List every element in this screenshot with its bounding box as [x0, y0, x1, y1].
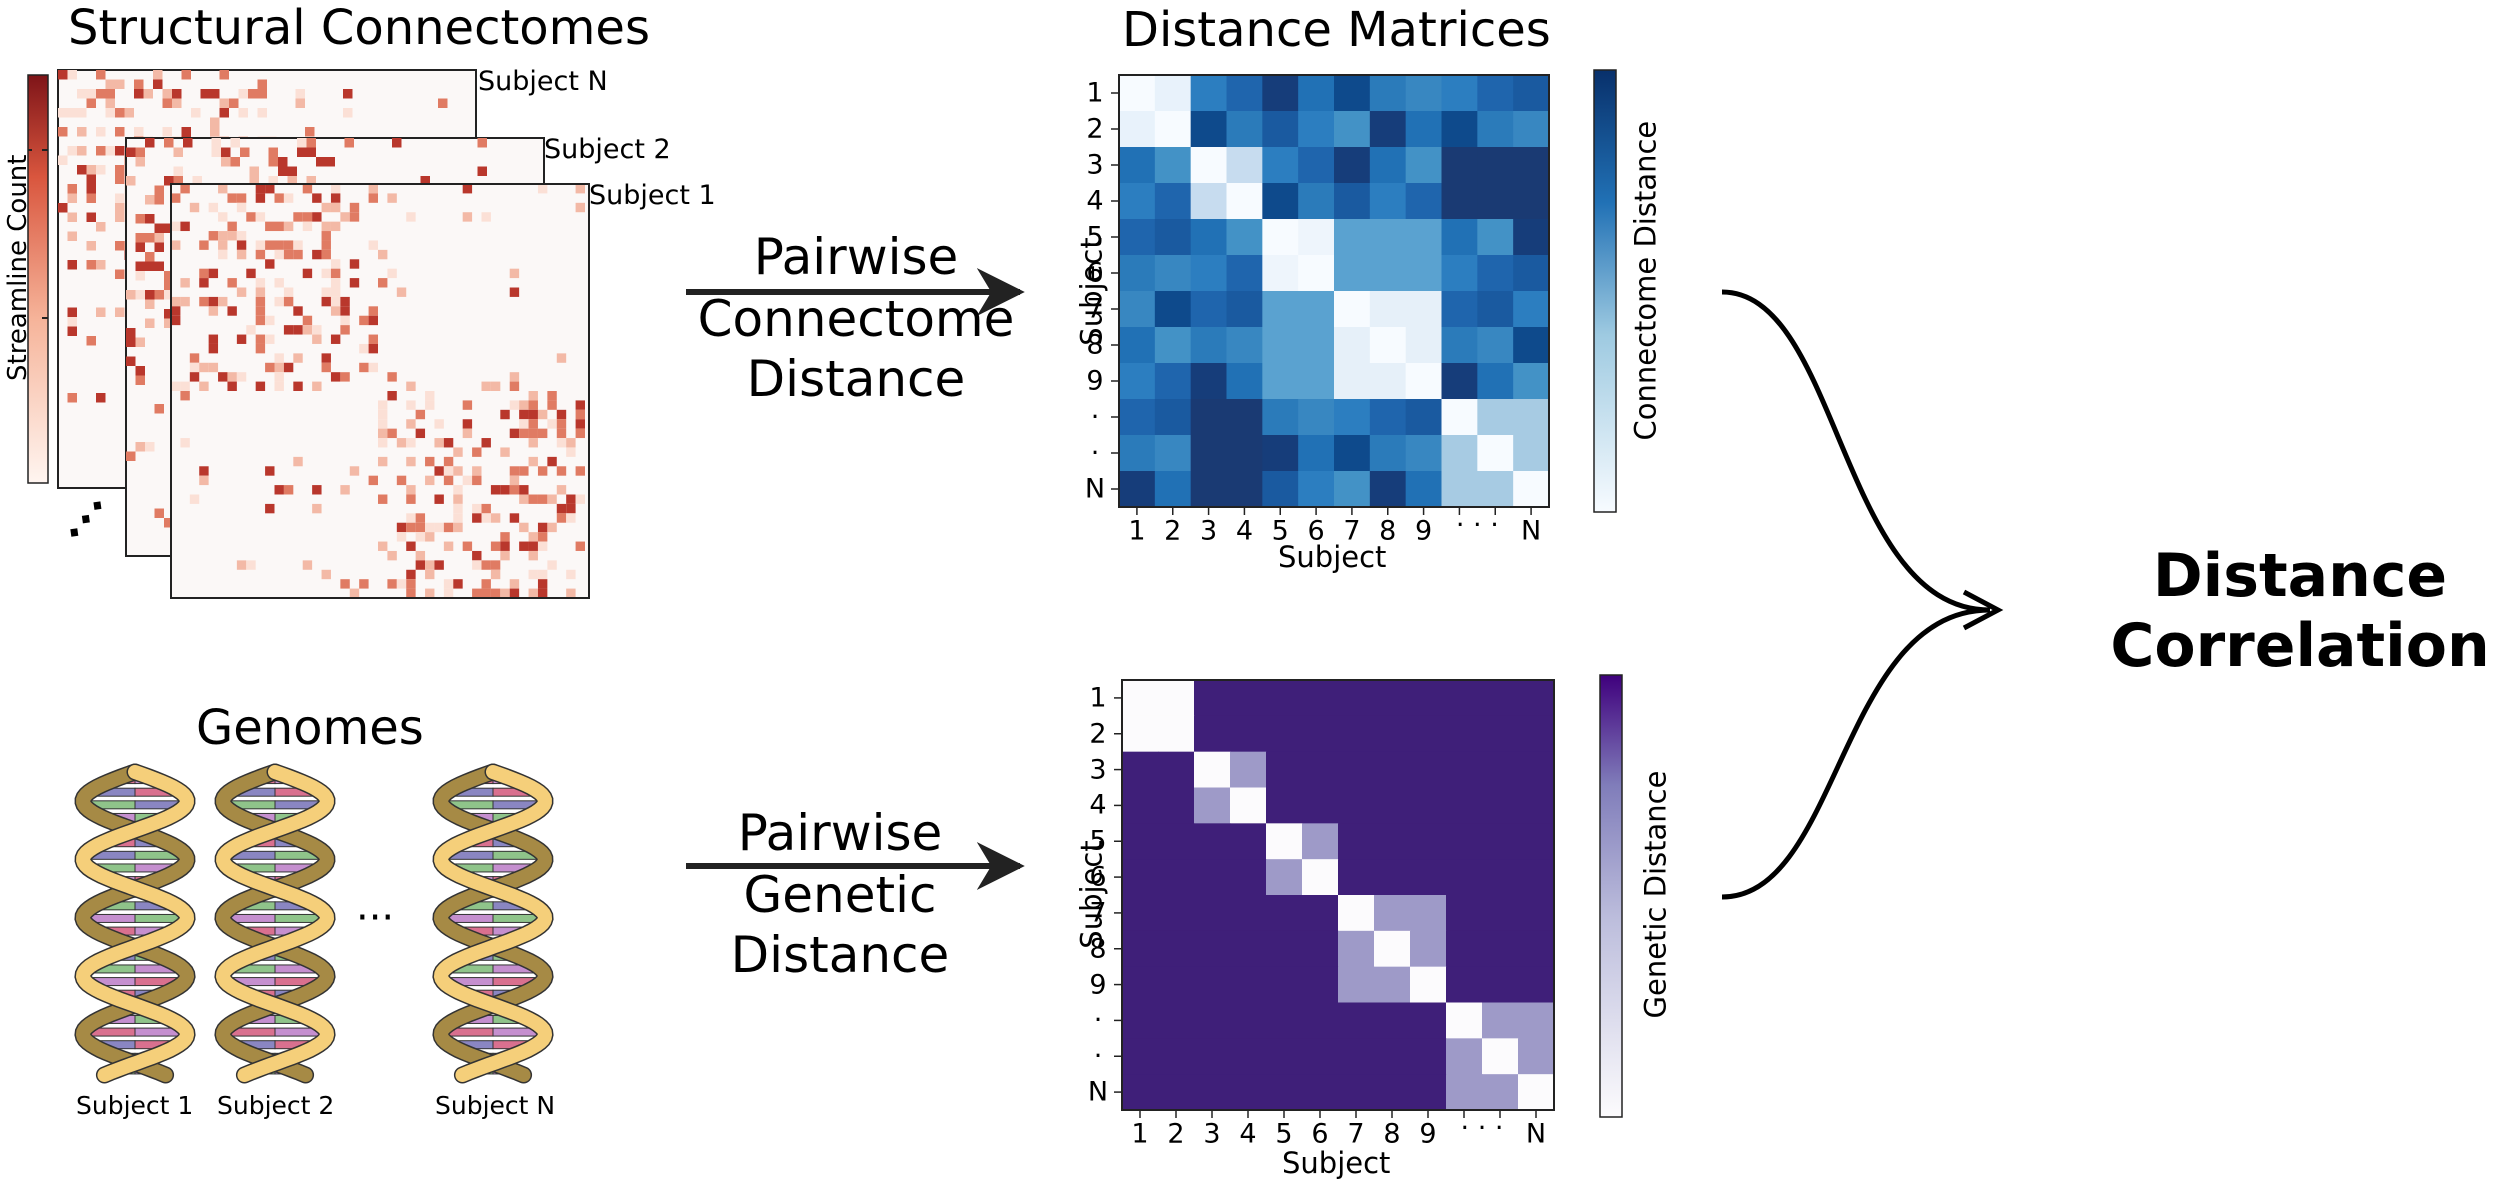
- genome-label-subject-1: Subject 1: [76, 1091, 194, 1120]
- connectome-y-tick: 3: [1086, 149, 1104, 181]
- connectome-x-tick: 8: [1379, 515, 1397, 547]
- genetic-y-tick: 4: [1089, 789, 1107, 821]
- connectome-x-tick: · · ·: [1455, 509, 1499, 541]
- genetic-y-tick: 6: [1089, 861, 1107, 893]
- connectome-x-tick: 9: [1414, 515, 1433, 547]
- genetic-colorbar-label: Genetic Distance: [1638, 770, 1673, 1019]
- connectome-distance-matrix: [1119, 75, 1550, 508]
- connectome-y-tick: ·: [1090, 437, 1100, 469]
- bottom-arrow-label-1: Pairwise: [737, 804, 943, 862]
- genetic-y-tick: 7: [1089, 897, 1107, 929]
- genetic-distance-colorbar: [1599, 674, 1623, 1118]
- genetic-x-tick: · · ·: [1460, 1112, 1504, 1144]
- genetic-x-tick: 1: [1131, 1118, 1149, 1150]
- upper-merge-curve: [1721, 289, 1991, 613]
- top-arrow-label-3: Distance: [746, 350, 966, 408]
- genetic-x-tick: N: [1525, 1118, 1547, 1150]
- connectome-y-tick: N: [1084, 473, 1106, 505]
- genetic-y-tick: ·: [1093, 1004, 1103, 1036]
- connectome-y-tick: 2: [1086, 113, 1104, 145]
- genetic-x-tick: 5: [1275, 1118, 1293, 1150]
- connectome-y-tick: 1: [1086, 77, 1104, 109]
- connectome-y-tick: 5: [1086, 221, 1104, 253]
- genome-label-subject-n: Subject N: [435, 1091, 556, 1120]
- lower-merge-curve: [1721, 607, 1991, 900]
- connectome-y-tick: 8: [1086, 329, 1104, 361]
- genetic-y-tick: 2: [1089, 718, 1107, 750]
- result-label-1: Distance: [2152, 541, 2448, 611]
- matrices-title: Distance Matrices: [1122, 2, 1551, 58]
- genomes-title: Genomes: [196, 700, 424, 756]
- genetic-x-tick: 6: [1311, 1118, 1329, 1150]
- connectome-distance-colorbar: [1593, 69, 1617, 513]
- merge-arrowhead: [1962, 589, 2004, 631]
- genetic-x-tick: 9: [1419, 1118, 1437, 1150]
- connectome-y-tick: 4: [1086, 185, 1104, 217]
- genetic-x-tick: 8: [1383, 1118, 1401, 1150]
- stack-label-subject-2: Subject 2: [544, 134, 671, 165]
- connectome-x-tick: 6: [1307, 515, 1325, 547]
- genetic-x-tick: 4: [1239, 1118, 1257, 1150]
- connectome-y-tick: ·: [1090, 401, 1100, 433]
- top-arrow-label-2: Connectome: [697, 290, 1015, 348]
- result-label-2: Correlation: [2110, 611, 2490, 681]
- connectome-x-tick: 4: [1235, 515, 1253, 547]
- stack-ellipsis: ⋰: [62, 494, 110, 546]
- connectome-y-tick: 9: [1086, 365, 1104, 397]
- connectome-x-tick: 3: [1199, 515, 1218, 547]
- genome-label-subject-2: Subject 2: [217, 1091, 335, 1120]
- genome-helices: [74, 763, 554, 1084]
- genetic-y-tick: 5: [1089, 825, 1107, 857]
- streamline-colorbar: [27, 74, 49, 484]
- genetic-y-tick: 1: [1089, 682, 1107, 714]
- connectome-x-tick: N: [1520, 515, 1542, 547]
- connectome-y-tick: 7: [1086, 293, 1104, 325]
- streamline-colorbar-label: Streamline Count: [3, 154, 33, 381]
- connectome-x-tick: 2: [1164, 515, 1182, 547]
- connectomes-title: Structural Connectomes: [68, 0, 650, 56]
- genetic-x-tick: 2: [1167, 1118, 1185, 1150]
- connectome-x-tick: 5: [1271, 515, 1289, 547]
- top-arrow-label-1: Pairwise: [753, 228, 959, 286]
- genome-ellipsis: ···: [356, 895, 395, 941]
- connectome-y-tick: 6: [1086, 257, 1104, 289]
- connectome-matrix-subject-1: [170, 183, 590, 599]
- connectome-x-tick: 7: [1343, 515, 1361, 547]
- bottom-arrow-label-2: Genetic: [743, 866, 937, 924]
- connectome-colorbar-label: Connectome Distance: [1628, 120, 1663, 441]
- connectome-x-tick: 1: [1128, 515, 1146, 547]
- stack-label-subject-1: Subject 1: [589, 180, 716, 211]
- genetic-xlabel: Subject: [1282, 1146, 1391, 1180]
- genetic-y-tick: 8: [1089, 933, 1107, 965]
- stack-label-subject-n: Subject N: [478, 66, 608, 97]
- genetic-distance-matrix: [1122, 680, 1555, 1111]
- genetic-y-tick: 9: [1089, 969, 1107, 1001]
- matrix-tick-marks: [1111, 92, 1537, 1118]
- genetic-y-tick: 3: [1089, 754, 1107, 786]
- bottom-arrow-label-3: Distance: [730, 926, 950, 984]
- genetic-x-tick: 3: [1203, 1118, 1221, 1150]
- genetic-x-tick: 7: [1347, 1118, 1365, 1150]
- genetic-y-tick: N: [1087, 1076, 1109, 1108]
- connectome-xlabel: Subject: [1278, 540, 1387, 574]
- genetic-y-tick: ·: [1093, 1040, 1103, 1072]
